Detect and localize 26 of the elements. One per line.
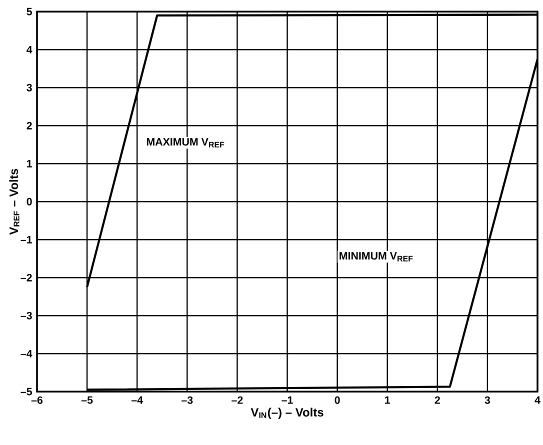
y-axis-title: V$_{REF}$ – Volts	[9, 168, 20, 235]
y-tick-label: 0	[26, 198, 32, 206]
y-tick-label: –4	[20, 350, 32, 358]
y-tick-label: –1	[20, 236, 32, 244]
y-tick-label: 5	[26, 8, 32, 16]
x-tick-label: 3	[484, 396, 490, 404]
x-tick-label: 0	[334, 396, 340, 404]
x-tick-label: –5	[81, 396, 93, 404]
x-tick-label: 1	[385, 396, 390, 404]
x-axis-title: V$_{IN}$(–) – Volts	[250, 408, 324, 419]
y-tick-label: 1	[27, 160, 32, 168]
x-tick-label: –3	[182, 396, 193, 404]
y-tick-label: 3	[26, 84, 32, 92]
x-tick-label: –6	[31, 396, 43, 404]
y-tick-label: 4	[26, 46, 32, 54]
y-tick-label: 2	[26, 122, 32, 130]
annotation: MAXIMUM V$_{REF}$	[146, 138, 224, 148]
y-tick-label: –2	[20, 274, 32, 282]
y-tick-label: –5	[20, 388, 32, 396]
x-tick-label: 2	[434, 396, 440, 404]
x-tick-label: –2	[232, 396, 243, 404]
y-tick-label: –3	[20, 312, 32, 320]
x-tick-label: 4	[534, 396, 540, 404]
x-tick-label: –4	[131, 396, 143, 404]
annotation: MINIMUM V$_{REF}$	[340, 252, 413, 262]
x-tick-label: –1	[282, 396, 293, 404]
